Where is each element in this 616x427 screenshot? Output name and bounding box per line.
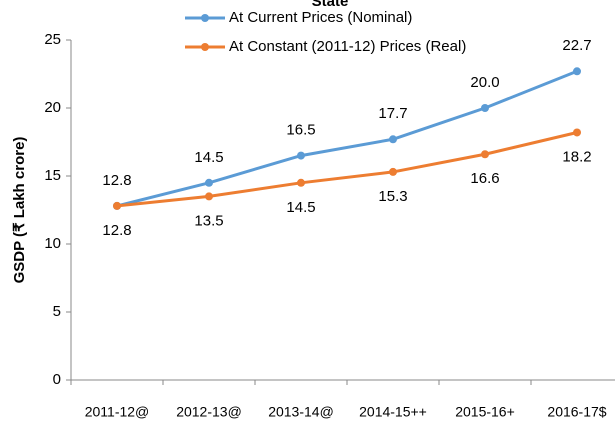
y-tick-label: 0 (53, 371, 61, 388)
y-tick-label: 5 (53, 303, 61, 320)
legend-marker (201, 43, 209, 51)
series-line (116, 131, 578, 208)
x-tick-label: 2015-16+ (455, 404, 515, 420)
data-label: 16.5 (286, 122, 315, 139)
marker (573, 128, 581, 137)
y-axis-label: GSDP (₹ Lakh crore) (11, 137, 28, 284)
data-label: 15.3 (378, 188, 407, 205)
marker (297, 178, 305, 187)
series-line (116, 69, 578, 208)
marker (481, 104, 489, 112)
data-label: 14.5 (194, 149, 223, 166)
data-label: 22.7 (562, 37, 591, 54)
data-label: 12.8 (102, 222, 131, 239)
y-tick-label: 20 (44, 99, 61, 116)
data-label: 12.8 (102, 172, 131, 189)
x-tick-label: 2013-14@ (268, 404, 334, 420)
x-tick-label: 2011-12@ (85, 404, 150, 420)
x-tick-label: 2016-17$ (547, 404, 606, 420)
data-label: 18.2 (562, 148, 591, 165)
data-label: 17.7 (378, 105, 407, 122)
marker (389, 167, 397, 176)
marker (297, 151, 305, 160)
marker (205, 192, 213, 201)
marker (113, 201, 121, 210)
legend-label: At Constant (2011-12) Prices (Real) (229, 38, 466, 55)
marker (205, 178, 213, 187)
marker (481, 150, 489, 159)
data-label: 14.5 (286, 199, 315, 216)
marker (573, 67, 581, 76)
legend-label: At Current Prices (Nominal) (229, 9, 412, 26)
data-label: 16.6 (470, 170, 499, 187)
x-tick-label: 2012-13@ (176, 404, 242, 420)
marker (389, 135, 397, 144)
y-tick-label: 25 (44, 31, 61, 48)
y-tick-label: 15 (44, 167, 61, 184)
data-label: 20.0 (470, 74, 499, 91)
legend-marker (201, 14, 209, 22)
x-tick-label: 2014-15++ (359, 404, 427, 420)
y-tick-label: 10 (44, 235, 61, 252)
data-label: 13.5 (194, 212, 223, 229)
chart-title: State (312, 0, 349, 10)
